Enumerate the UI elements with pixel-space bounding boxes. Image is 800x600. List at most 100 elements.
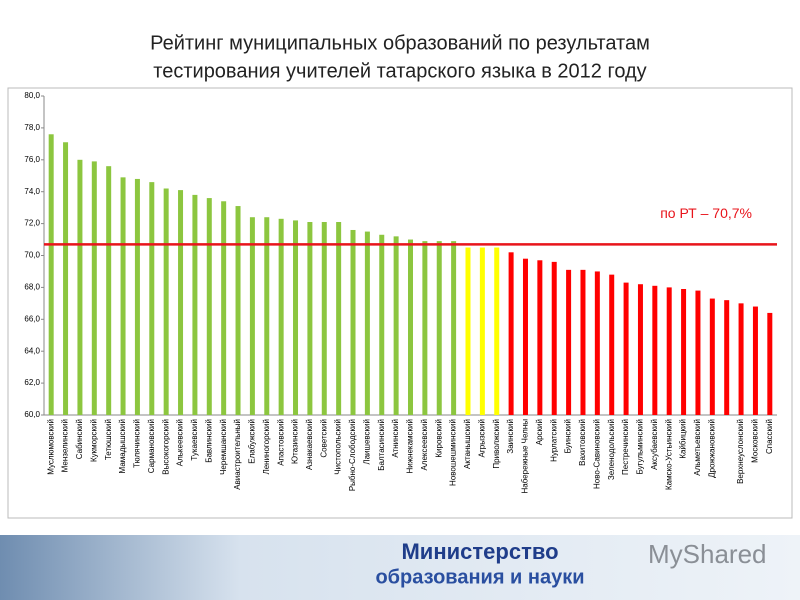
y-tick-label: 80,0 xyxy=(24,91,40,100)
bar xyxy=(307,222,313,415)
x-tick-label: Кировский xyxy=(434,419,443,458)
bar xyxy=(278,218,284,415)
bar xyxy=(623,282,629,415)
x-tick-label: Рыбно-Слободский xyxy=(348,419,357,491)
x-tick-label: Высокогорский xyxy=(161,419,170,475)
bar xyxy=(91,161,97,415)
y-tick-label: 72,0 xyxy=(24,219,40,228)
x-tick-label: Московский xyxy=(751,419,760,463)
x-tick-label: Чистопольский xyxy=(334,419,343,475)
y-tick-label: 70,0 xyxy=(24,251,40,260)
y-tick-label: 68,0 xyxy=(24,283,40,292)
x-tick-label: Советский xyxy=(319,419,328,458)
x-tick-label: Верхнеуслонский xyxy=(736,419,745,484)
x-tick-label: Балтасинский xyxy=(377,419,386,471)
bar xyxy=(77,159,83,415)
x-tick-label: Бугульминский xyxy=(636,419,645,474)
x-tick-label: Вахитовский xyxy=(578,419,587,466)
x-tick-label: Актанышский xyxy=(463,419,472,469)
x-tick-label: Мензелинский xyxy=(61,419,70,472)
x-tick-label: Лаишевский xyxy=(362,419,371,465)
bar xyxy=(494,247,500,415)
x-tick-label: Елабужский xyxy=(248,419,257,464)
x-tick-label: Набережные Челны xyxy=(521,419,530,494)
chart-title: тестирования учителей татарского языка в… xyxy=(153,60,646,82)
x-tick-label: Зеленодольский xyxy=(607,419,616,480)
x-tick-label: Нурлатский xyxy=(549,419,558,462)
bar xyxy=(465,247,471,415)
x-tick-label: Атнинский xyxy=(391,419,400,458)
x-tick-label: Заинский xyxy=(506,419,515,454)
bar xyxy=(178,190,184,415)
x-tick-label: Ютазинский xyxy=(291,419,300,464)
logo: MyShared xyxy=(648,539,767,569)
x-tick-label: Альметьевский xyxy=(693,419,702,476)
x-tick-label: Пестречинский xyxy=(621,419,630,475)
reference-label: по РТ – 70,7% xyxy=(660,205,752,221)
x-tick-label: Лениногорский xyxy=(262,419,271,475)
y-tick-label: 78,0 xyxy=(24,123,40,132)
bar xyxy=(709,298,715,415)
bar xyxy=(221,201,227,415)
y-tick-label: 62,0 xyxy=(24,378,40,387)
bar xyxy=(537,260,543,415)
bar xyxy=(293,220,299,415)
x-tick-label: Сармановский xyxy=(147,419,156,473)
x-tick-label: Спасский xyxy=(765,419,774,454)
x-tick-label: Сабинский xyxy=(75,419,84,459)
bar xyxy=(666,287,672,415)
x-tick-label: Авиастроительный xyxy=(233,419,242,490)
bar xyxy=(364,231,370,415)
bar xyxy=(249,217,255,415)
bar xyxy=(106,166,112,415)
bar xyxy=(379,234,385,415)
bar xyxy=(206,198,212,415)
x-tick-label: Камско-Устьинский xyxy=(664,419,673,490)
footer-banner xyxy=(0,535,800,600)
bar xyxy=(738,303,744,415)
footer-subtitle: образования и науки xyxy=(375,566,584,588)
x-tick-label: Бавлинский xyxy=(204,419,213,463)
y-tick-label: 74,0 xyxy=(24,187,40,196)
x-tick-label: Азнакаевский xyxy=(305,419,314,470)
bar xyxy=(321,222,327,415)
bar xyxy=(652,285,658,415)
x-tick-label: Алексеевский xyxy=(420,419,429,471)
x-tick-label: Нижнекамский xyxy=(406,419,415,474)
bar xyxy=(63,142,69,415)
x-tick-label: Приволжский xyxy=(492,419,501,469)
x-tick-label: Аксубаевский xyxy=(650,419,659,470)
chart-title: Рейтинг муниципальных образований по рез… xyxy=(150,32,650,54)
bar xyxy=(522,258,528,415)
x-tick-label: Мамадышский xyxy=(118,419,127,473)
x-tick-label: Кайбицкий xyxy=(679,419,688,459)
bar xyxy=(566,269,572,415)
x-tick-label: Кукморский xyxy=(89,419,98,462)
bar xyxy=(264,217,270,415)
x-tick-label: Новошешминский xyxy=(449,419,458,486)
x-tick-label: Тюлячинский xyxy=(133,419,142,468)
bar xyxy=(422,241,428,415)
x-tick-label: Арский xyxy=(535,419,544,445)
bar xyxy=(120,177,126,415)
x-tick-label: Алькеевский xyxy=(176,419,185,466)
bar xyxy=(350,229,356,415)
chart-frame xyxy=(7,87,793,519)
x-tick-label: Тетюшский xyxy=(104,419,113,460)
bar xyxy=(580,269,586,415)
bar xyxy=(724,300,730,415)
y-tick-label: 64,0 xyxy=(24,346,40,355)
bar xyxy=(752,306,758,415)
bar xyxy=(48,134,54,415)
x-tick-label: Буинский xyxy=(564,419,573,453)
bar xyxy=(551,261,557,415)
x-tick-label: Апастовский xyxy=(276,419,285,466)
bar xyxy=(134,178,140,415)
bar xyxy=(681,288,687,415)
bar xyxy=(163,188,169,415)
bar xyxy=(609,274,615,415)
y-tick-label: 66,0 xyxy=(24,314,40,323)
bar xyxy=(594,271,600,415)
